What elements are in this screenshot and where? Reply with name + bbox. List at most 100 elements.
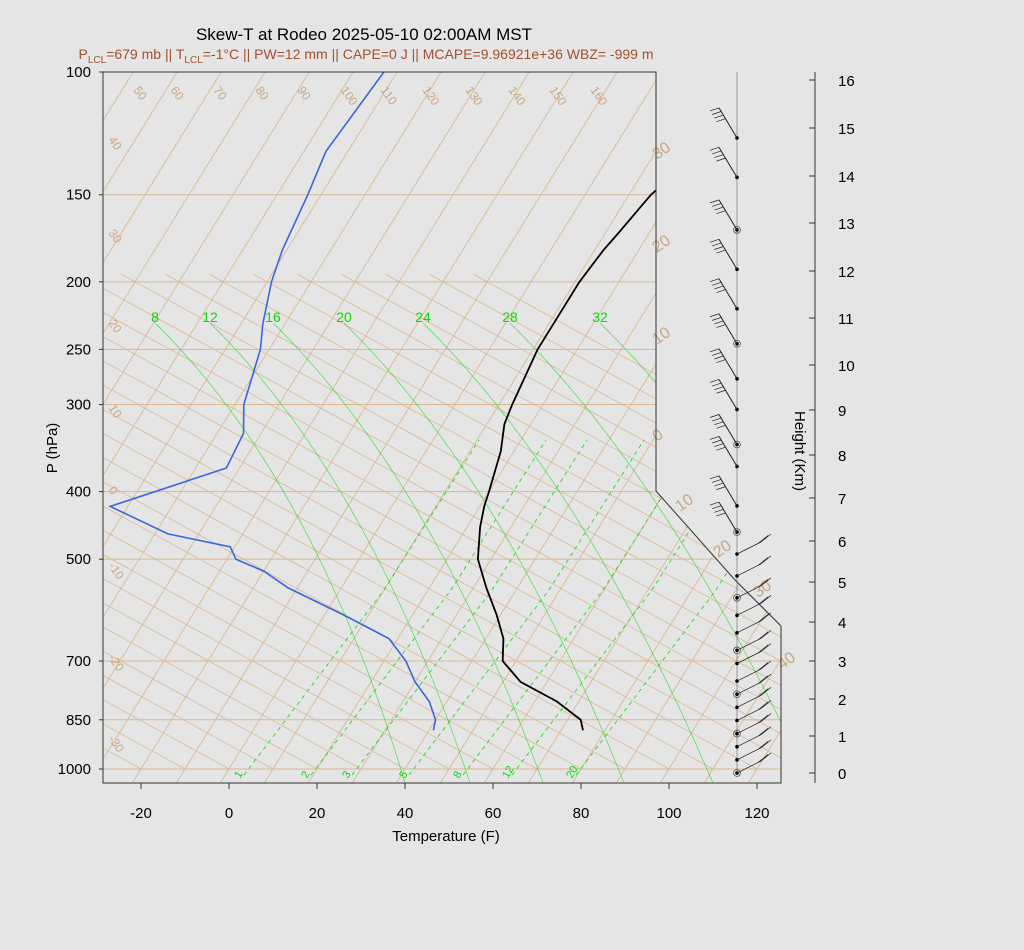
height-tick-label: 7	[838, 491, 846, 508]
adiabat-line	[103, 273, 318, 770]
isotherm-grid	[0, 40, 1024, 784]
isotherm-line	[103, 72, 506, 783]
x-tick-label: -20	[130, 805, 152, 822]
adiabat-line	[103, 273, 406, 770]
adiabat-line	[103, 273, 494, 770]
adiabat-line	[296, 273, 781, 770]
wind-barb-flag	[712, 317, 722, 321]
wind-barb	[718, 436, 738, 467]
adiabat-line	[208, 273, 781, 770]
moist-adiabat-line	[599, 322, 781, 783]
isotherm-label: 100	[338, 84, 361, 109]
isotherm-line	[103, 72, 242, 783]
wind-barb-flag	[760, 752, 772, 762]
wind-circle	[733, 690, 741, 698]
mixing-ratio-label: 5	[397, 769, 410, 780]
wind-barb	[718, 147, 738, 178]
temp-scale-label: 40	[775, 649, 799, 673]
wind-barb-flag	[757, 535, 769, 544]
moist-adiabat-line	[422, 322, 714, 783]
wind-barb-flag	[712, 417, 722, 422]
x-tick-label: 100	[656, 805, 681, 822]
adiabat-line	[103, 273, 362, 770]
x-tick-label: 20	[309, 805, 326, 822]
wind-barb	[718, 107, 738, 139]
moist-adiabat-label: 32	[592, 309, 608, 325]
moist-adiabat-line	[209, 322, 471, 783]
height-tick-label: 14	[838, 169, 855, 186]
moist-adiabat-line	[154, 322, 406, 783]
wind-barb-flag	[709, 238, 720, 243]
wind-barb-flag	[712, 111, 722, 115]
height-tick-label: 16	[838, 73, 855, 90]
adiabat-line	[340, 273, 781, 770]
adiabat-line	[0, 274, 53, 769]
moist-adiabat-label: 8	[151, 309, 159, 325]
wind-circle	[733, 339, 741, 348]
moist-adiabat-line	[343, 322, 625, 783]
wind-barb-flag	[760, 643, 772, 652]
wind-barb-flag	[709, 278, 720, 283]
mixing-ratio-label: 1	[232, 769, 245, 780]
isotherm-label: 60	[168, 84, 187, 103]
wind-barb-flag	[716, 359, 726, 363]
wind-barb-flag	[716, 389, 726, 394]
wind-barb-flag	[712, 150, 722, 155]
height-tick-label: 0	[838, 766, 846, 783]
isotherm-line	[0, 40, 21, 784]
mixing-ratio-line	[310, 439, 547, 776]
x-axis-label: Temperature (F)	[392, 828, 500, 845]
moist-adiabat-label: 12	[202, 309, 218, 325]
wind-barb-flag	[716, 289, 726, 293]
wind-barb-flag	[760, 595, 772, 604]
wind-barb-flag	[757, 557, 769, 566]
adiabat-line	[103, 273, 538, 770]
height-axis-label: Height (Km)	[791, 411, 808, 491]
isotherm-line	[103, 72, 110, 783]
wind-circle	[733, 528, 741, 536]
wind-barb-flag	[714, 285, 724, 290]
adiabat-line	[103, 273, 582, 770]
moist-adiabat-label: 24	[415, 309, 431, 325]
adiabat-line	[103, 273, 781, 770]
wind-barb-flag	[709, 146, 720, 151]
pressure-tick-label: 150	[66, 187, 91, 204]
wind-barb-flag	[709, 501, 720, 506]
isotherm-line	[659, 72, 781, 783]
adiabat-line	[103, 273, 781, 770]
mixing-ratio-label: 12	[500, 764, 517, 781]
isotherm-line	[351, 72, 781, 783]
wind-barb-flag	[714, 246, 724, 250]
wind-barb-flag	[714, 386, 724, 390]
isotherm-label: -10	[106, 560, 128, 583]
wind-barb-flag	[714, 443, 724, 447]
isotherm-line	[924, 40, 1024, 784]
isotherm-line	[968, 40, 1024, 784]
height-tick-label: 2	[838, 692, 846, 709]
isotherm-line	[307, 72, 770, 783]
wind-barb-flag	[716, 210, 726, 215]
wind-barb-flag	[757, 631, 769, 641]
isotherm-line	[103, 72, 418, 783]
wind-barb-flag	[709, 414, 720, 418]
wind-barb-flag	[757, 741, 769, 750]
x-tick-label: 0	[225, 805, 233, 822]
wind-barb-flag	[714, 508, 724, 513]
wind-barb-flag	[760, 533, 772, 543]
wind-barb-flag	[709, 379, 720, 383]
wind-barb-flag	[760, 673, 772, 683]
isotherm-label: 150	[547, 84, 570, 109]
wind-barb	[736, 694, 762, 708]
x-tick-label: 80	[573, 805, 590, 822]
wind-barb-flag	[709, 199, 720, 204]
mixing-ratio-label: 8	[451, 769, 464, 780]
pressure-tick-label: 500	[66, 551, 91, 568]
wind-barb-flag	[760, 739, 772, 749]
subtitle-lcl-t-sub: LCL	[184, 55, 203, 66]
adiabat-line	[103, 273, 186, 770]
mixing-ratio-line	[408, 439, 645, 776]
wind-barb	[736, 563, 762, 577]
adiabat-line	[103, 273, 758, 770]
adiabat-line	[103, 273, 626, 770]
wind-barb-flag	[757, 701, 769, 711]
